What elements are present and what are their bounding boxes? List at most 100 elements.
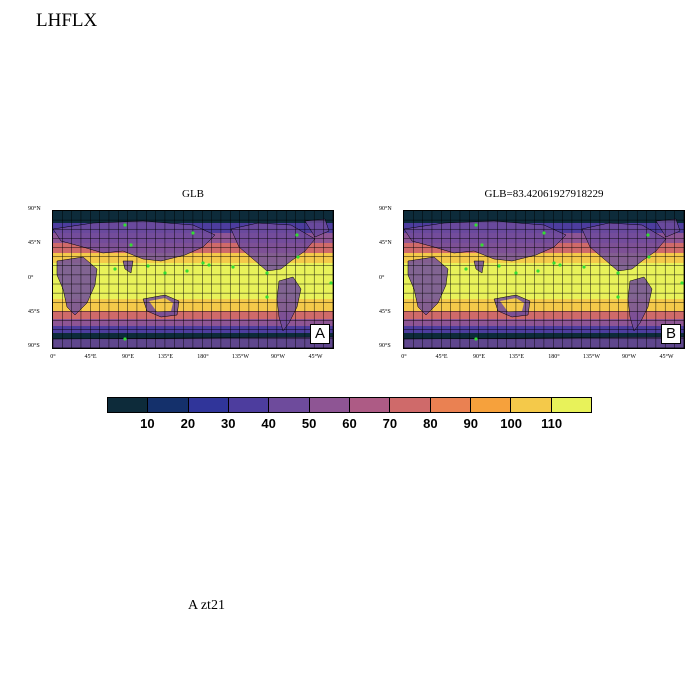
lon-tick-label: 45°W bbox=[308, 354, 323, 360]
colorbar-tick-label: 10 bbox=[140, 416, 155, 431]
station-marker bbox=[464, 267, 468, 271]
station-marker bbox=[265, 271, 269, 275]
station-marker bbox=[146, 264, 150, 268]
colorbar-tick-label: 70 bbox=[382, 416, 398, 431]
colorbar-swatch bbox=[228, 398, 270, 412]
station-marker bbox=[296, 255, 300, 259]
lat-tick-label: 0° bbox=[379, 274, 385, 281]
latent-heat-flux-field bbox=[404, 211, 684, 348]
lat-tick-label: 90°N bbox=[379, 206, 392, 212]
station-marker bbox=[514, 271, 518, 275]
landmass-dry bbox=[149, 298, 173, 312]
map-panel-b: GLB=83.42061927918229 B 90°N 45°N 0° 45°S 90… bbox=[379, 188, 685, 360]
station-marker bbox=[113, 267, 117, 271]
panel-label-box: B bbox=[661, 324, 681, 344]
station-marker bbox=[474, 337, 478, 341]
lat-tick-label: 45°N bbox=[28, 240, 41, 246]
station-marker bbox=[680, 281, 684, 285]
colorbar-swatch bbox=[349, 398, 391, 412]
station-marker bbox=[207, 263, 211, 267]
station-marker bbox=[647, 255, 651, 259]
colorbar-tick-label: 80 bbox=[423, 416, 438, 431]
lon-tick-label: 90°W bbox=[621, 354, 637, 360]
station-marker bbox=[582, 265, 586, 269]
colorbar-swatch bbox=[390, 398, 431, 412]
station-marker bbox=[474, 223, 478, 227]
station-marker bbox=[480, 243, 484, 247]
station-marker bbox=[616, 295, 620, 299]
landmass bbox=[581, 222, 667, 272]
lon-tick-label: 45°E bbox=[84, 354, 97, 360]
colorbar-tick-label: 110 bbox=[541, 416, 563, 431]
panel-title: GLB bbox=[182, 188, 204, 200]
lon-tick-label: 180° bbox=[197, 354, 209, 360]
station-marker bbox=[329, 281, 333, 285]
colorbar-swatch bbox=[470, 398, 512, 412]
colorbar-swatch bbox=[148, 398, 189, 412]
lon-tick-label: 0° bbox=[50, 354, 56, 360]
colorbar-swatch bbox=[108, 398, 149, 412]
colorbar-tick-label: 100 bbox=[500, 416, 523, 431]
colorbar-swatch bbox=[309, 398, 350, 412]
lon-tick-label: 135°E bbox=[157, 354, 174, 360]
station-marker bbox=[295, 233, 299, 237]
station-marker bbox=[552, 261, 556, 265]
map-panel-a: GLB A 90°N 45°N 0° 45°S 90°S 0° 45°E 90°E 135°E… bbox=[28, 188, 334, 360]
station-marker bbox=[536, 269, 540, 273]
lon-tick-label: 45°W bbox=[659, 354, 674, 360]
station-marker bbox=[646, 233, 650, 237]
colorbar-swatch bbox=[511, 398, 552, 412]
station-marker bbox=[191, 231, 195, 235]
lat-tick-label: 90°N bbox=[28, 206, 41, 212]
colorbar-tick-label: 30 bbox=[221, 416, 236, 431]
lon-tick-label: 45°E bbox=[435, 354, 448, 360]
landmass bbox=[230, 222, 316, 272]
colorbar-swatch bbox=[430, 398, 471, 412]
landmass bbox=[122, 260, 134, 274]
lat-tick-label: 45°N bbox=[379, 240, 392, 246]
colorbar-swatch bbox=[551, 398, 591, 412]
lat-tick-label: 90°S bbox=[379, 343, 391, 349]
landmass bbox=[473, 260, 485, 274]
landmass bbox=[404, 220, 567, 262]
station-marker bbox=[163, 271, 167, 275]
map-plot bbox=[403, 210, 685, 349]
landmass bbox=[655, 218, 681, 238]
lon-tick-label: 135°E bbox=[508, 354, 525, 360]
colorbar-tick-label: 20 bbox=[180, 416, 196, 431]
station-marker bbox=[185, 269, 189, 273]
colorbar-swatch bbox=[188, 398, 229, 412]
footer-label: A zt21 bbox=[188, 598, 225, 613]
station-marker bbox=[123, 223, 127, 227]
latent-heat-flux-field bbox=[53, 211, 333, 348]
station-marker bbox=[231, 265, 235, 269]
station-marker bbox=[201, 261, 205, 265]
colorbar bbox=[107, 397, 592, 413]
station-marker bbox=[265, 295, 269, 299]
colorbar-tick-label: 90 bbox=[463, 416, 478, 431]
lat-tick-label: 0° bbox=[28, 274, 34, 281]
station-marker bbox=[497, 264, 501, 268]
map-plot bbox=[52, 210, 334, 349]
panel-label-box: A bbox=[310, 324, 330, 344]
lon-tick-label: 180° bbox=[548, 354, 560, 360]
landmass bbox=[53, 220, 216, 262]
panel-title: GLB=83.42061927918229 bbox=[484, 188, 604, 200]
lon-tick-label: 90°W bbox=[270, 354, 286, 360]
colorbar-tick-label: 50 bbox=[301, 416, 317, 431]
station-marker bbox=[123, 337, 127, 341]
station-marker bbox=[616, 271, 620, 275]
colorbar-swatch bbox=[269, 398, 310, 412]
station-marker bbox=[542, 231, 546, 235]
station-marker bbox=[129, 243, 133, 247]
figure-title: LHFLX bbox=[36, 10, 98, 31]
lat-tick-label: 45°S bbox=[28, 309, 40, 315]
lat-tick-label: 90°S bbox=[28, 343, 40, 349]
lon-tick-label: 135°W bbox=[231, 354, 250, 360]
lat-tick-label: 45°S bbox=[379, 309, 391, 315]
lon-tick-label: 135°W bbox=[582, 354, 601, 360]
station-marker bbox=[558, 263, 562, 267]
colorbar-tick-label: 60 bbox=[342, 416, 357, 431]
lon-tick-label: 90°E bbox=[472, 354, 486, 360]
